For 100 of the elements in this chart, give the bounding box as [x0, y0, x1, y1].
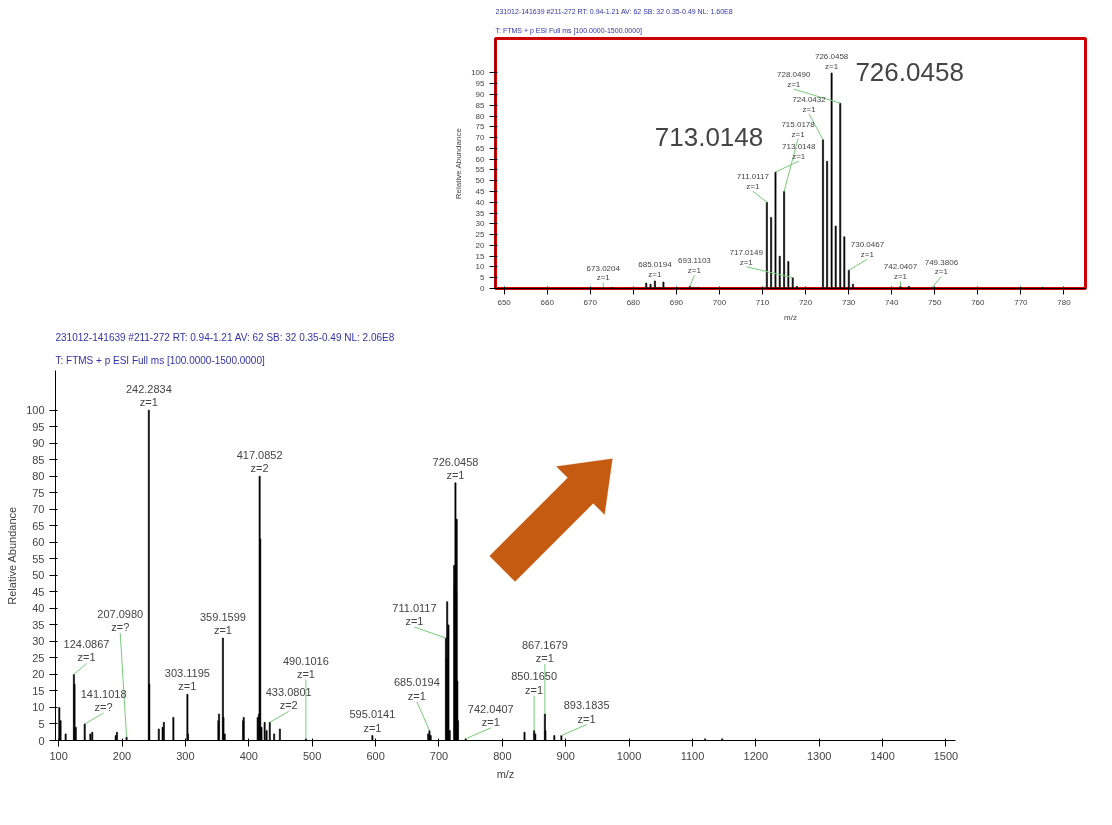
y-tick-label: 45	[32, 585, 45, 598]
y-tick-label: 80	[475, 111, 486, 121]
annotation: 242.2834 z=1	[125, 382, 172, 409]
y-tick-label: 0	[38, 734, 45, 747]
annotation: 867.1679 z=1	[521, 638, 568, 665]
annotation: 850.1650 z=1	[511, 670, 558, 696]
annotation: 893.1835 z=1	[563, 699, 610, 725]
annotation: 433.0801 z=2	[265, 686, 312, 712]
chart-subtitle: T: FTMS + p ESI Full ms [100.0000-1500.0000]	[55, 354, 265, 366]
x-tick-label: 760	[971, 297, 986, 307]
annotation: 141.1018 z=?	[80, 687, 127, 713]
annotation: 124.0867 z=1	[63, 638, 110, 664]
y-tick-label: 65	[32, 519, 45, 532]
annotation: 303.1195 z=1	[164, 667, 210, 693]
y-tick-label: 60	[32, 536, 45, 549]
y-tick-label: 5	[480, 273, 486, 283]
x-tick-label: 780	[1057, 297, 1072, 307]
annotation: 595.0141 z=1	[349, 708, 396, 734]
x-tick-label: 300	[176, 749, 195, 762]
y-tick-label: 0	[480, 284, 486, 293]
x-tick-label: 1200	[743, 749, 769, 762]
annotation: 730.0467 z=1	[850, 240, 885, 260]
y-tick-label: 15	[32, 684, 45, 697]
x-tick-label: 650	[497, 297, 512, 307]
y-tick-label: 95	[475, 79, 486, 89]
x-tick-label: 680	[626, 297, 641, 307]
x-tick-label: 100	[49, 749, 68, 762]
y-tick-label: 85	[475, 100, 486, 110]
x-tick-label: 700	[429, 749, 449, 762]
annotation: 715.0178 z=1	[781, 119, 816, 139]
y-axis-title: Relative Abundance	[6, 506, 19, 605]
x-tick-label: 660	[540, 297, 555, 307]
y-tick-label: 40	[32, 602, 45, 615]
annotation: 359.1599 z=1	[199, 610, 246, 637]
annotation: 717.0149 z=1	[729, 247, 764, 267]
x-tick-label: 740	[885, 297, 899, 307]
y-axis-title: Relative Abundance	[454, 127, 464, 200]
x-tick-label: 500	[303, 749, 322, 762]
y-tick-label: 95	[32, 420, 45, 433]
x-tick-label: 1400	[870, 749, 895, 762]
x-axis-title: m/z	[784, 312, 797, 322]
annotation: 713.0148 z=1	[782, 142, 816, 162]
y-tick-label: 35	[475, 208, 486, 218]
y-tick-label: 70	[475, 133, 486, 143]
y-tick-label: 35	[32, 618, 45, 631]
x-tick-label: 400	[239, 749, 258, 762]
chart-title: 231012-141639 #211-272 RT: 0.94-1.21 AV: 62 SB: 32 0.35-0.49 NL: 2.06E8	[55, 331, 395, 343]
x-tick-label: 730	[841, 297, 856, 307]
x-tick-label: 690	[669, 297, 684, 307]
x-tick-label: 720	[798, 297, 813, 307]
y-tick-label: 10	[475, 262, 486, 272]
x-tick-label: 750	[928, 297, 942, 307]
annotation: 726.0458	[855, 57, 964, 87]
y-tick-label: 75	[475, 122, 486, 132]
annotation: 742.0407 z=1	[467, 702, 514, 728]
y-tick-label: 50	[475, 176, 486, 186]
y-tick-label: 20	[32, 668, 45, 681]
y-tick-label: 65	[475, 143, 486, 153]
y-tick-label: 60	[475, 154, 486, 164]
y-tick-label: 40	[475, 197, 486, 207]
x-tick-label: 200	[112, 749, 132, 762]
annotation: 685.0194 z=1	[393, 676, 440, 702]
annotation: 417.0852 z=2	[236, 449, 283, 475]
y-tick-label: 20	[475, 240, 486, 250]
y-tick-label: 30	[32, 635, 45, 648]
annotation: 742.0407 z=1	[883, 262, 918, 282]
annotation: 673.0204 z=1	[586, 263, 621, 283]
x-tick-label: 1300	[807, 749, 832, 762]
y-tick-label: 100	[26, 404, 45, 417]
y-tick-label: 5	[38, 717, 45, 730]
y-tick-label: 15	[475, 251, 486, 261]
y-tick-label: 55	[32, 552, 45, 565]
y-tick-label: 10	[32, 701, 45, 714]
x-tick-label: 900	[556, 749, 575, 762]
annotation: 490.1016 z=1	[282, 654, 329, 680]
x-tick-label: 670	[583, 297, 598, 307]
y-tick-label: 75	[32, 486, 45, 499]
y-tick-label: 50	[32, 569, 45, 582]
y-tick-label: 30	[475, 219, 486, 229]
x-tick-label: 800	[493, 749, 512, 762]
y-tick-label: 80	[32, 470, 45, 483]
annotation: 711.0117 z=1	[736, 172, 770, 192]
x-tick-label: 770	[1014, 297, 1029, 307]
y-tick-label: 25	[475, 230, 486, 240]
annotation: 726.0458 z=1	[432, 455, 479, 481]
x-tick-label: 700	[712, 297, 727, 307]
y-tick-label: 45	[475, 187, 486, 197]
x-tick-label: 710	[755, 297, 770, 307]
x-axis-title: m/z	[496, 767, 515, 780]
annotation: 713.0148	[654, 122, 764, 152]
annotation: 207.0980 z=?	[97, 608, 144, 634]
y-tick-label: 70	[32, 503, 45, 516]
x-tick-label: 1500	[933, 749, 959, 762]
annotation: 726.0458 z=1	[814, 52, 849, 71]
annotation: 693.1103 z=1	[678, 256, 712, 276]
y-tick-label: 25	[32, 651, 45, 664]
x-tick-label: 1000	[616, 749, 642, 762]
annotation: 685.0194 z=1	[638, 260, 673, 279]
x-tick-label: 1100	[680, 749, 705, 762]
annotation: 724.0432 z=1	[792, 94, 827, 114]
